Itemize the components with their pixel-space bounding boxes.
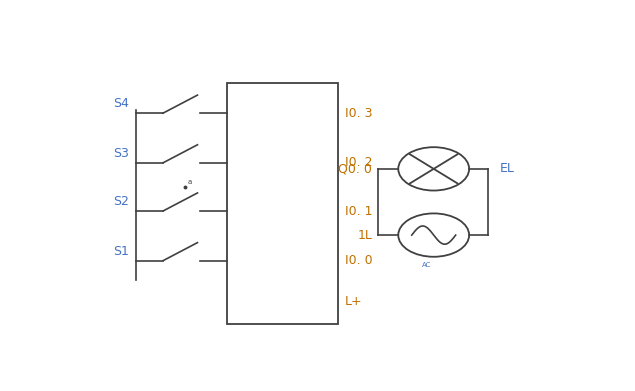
Text: S3: S3 [113, 147, 128, 160]
Bar [227, 83, 338, 324]
Text: S1: S1 [113, 245, 128, 258]
Text: 1L: 1L [358, 229, 372, 242]
Text: S2: S2 [113, 195, 128, 208]
Text: I0. 0: I0. 0 [345, 254, 373, 267]
Text: I0. 3: I0. 3 [345, 107, 373, 120]
Text: AC: AC [422, 262, 431, 268]
Text: I0. 2: I0. 2 [345, 156, 373, 169]
Text: Q0. 0: Q0. 0 [338, 162, 372, 175]
Text: EL: EL [500, 162, 515, 175]
Text: I0. 1: I0. 1 [345, 204, 373, 217]
Text: a: a [188, 179, 192, 185]
Text: S4: S4 [113, 97, 128, 110]
Text: L+: L+ [345, 295, 363, 308]
